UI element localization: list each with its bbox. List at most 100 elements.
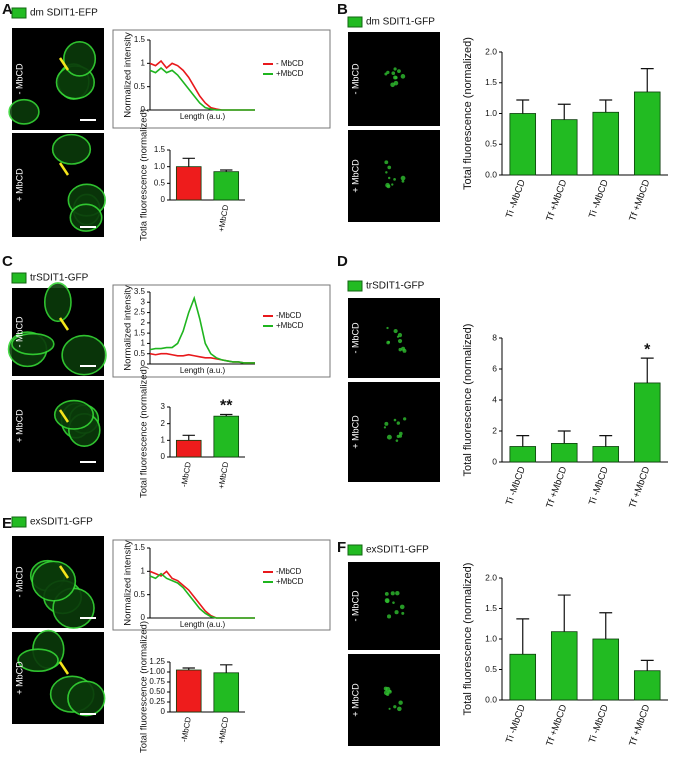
stain-label: dm SDIT1-GFP: [366, 17, 435, 28]
bar: [175, 439, 202, 458]
error-bar: [220, 664, 233, 673]
y-tick-label: 0: [141, 105, 146, 114]
significance: **: [220, 398, 233, 415]
x-tick-label: +MbCD: [217, 461, 231, 490]
speckle: [394, 610, 399, 615]
stain-label: exSDIT1-GFP: [366, 545, 429, 556]
profile-line: [58, 317, 70, 331]
error-bar: [220, 169, 233, 172]
y-tick-label: 1.5: [134, 543, 146, 552]
y-tick-label: 4: [492, 394, 497, 404]
error-bar: [557, 594, 571, 632]
y-axis-label: Normalized intensity: [123, 285, 134, 371]
speckle: [396, 335, 400, 338]
bar: [213, 672, 240, 713]
y-tick-label: 1.5: [154, 145, 166, 154]
speckle: [403, 417, 407, 421]
cell: [17, 648, 59, 673]
error-bar: [640, 659, 654, 671]
y-tick-label: 0.5: [485, 139, 497, 149]
speckle: [385, 171, 388, 174]
bar: [592, 446, 620, 463]
y-tick-label: 1.0: [485, 633, 497, 643]
legend-swatch: [11, 272, 27, 284]
speckle: [395, 439, 399, 442]
speckle: [401, 611, 405, 615]
speckle: [398, 700, 403, 705]
error-bar: [640, 68, 654, 92]
speckle: [385, 692, 390, 696]
speckle: [391, 71, 396, 76]
y-axis-label: Total fluorescence (normalized): [462, 37, 474, 190]
panel-label: F: [337, 539, 346, 556]
legend-swatch: [11, 516, 27, 528]
micrograph: [348, 130, 440, 222]
legend-label: -MbCD: [276, 567, 302, 576]
bar: [550, 119, 578, 176]
y-tick-label: 3: [141, 297, 146, 306]
cell: [62, 40, 97, 77]
profile-line: [58, 57, 70, 71]
y-axis-label: Normalized intensity: [123, 32, 134, 118]
cell: [69, 203, 103, 232]
row-label: - MbCD: [14, 566, 24, 597]
bar: [509, 446, 537, 463]
profile-line: [149, 295, 255, 364]
bar: [213, 415, 240, 458]
cell: [61, 334, 107, 376]
significance: *: [644, 341, 651, 358]
y-tick-label: 0.0: [485, 694, 497, 704]
y-tick-label: 1.5: [134, 328, 146, 337]
error-bar: [640, 357, 654, 383]
y-tick-label: 1: [161, 435, 166, 444]
y-tick-label: 1.5: [485, 77, 497, 87]
speckle: [383, 686, 388, 691]
row-label: + MbCD: [350, 415, 360, 449]
error-bar: [516, 618, 530, 655]
y-tick-label: 0.5: [134, 590, 146, 599]
y-tick-label: 0.75: [149, 677, 165, 686]
stain-label: trSDIT1-GFP: [30, 273, 89, 284]
y-tick-label: 0: [141, 613, 146, 622]
x-tick-label: -MbCD: [180, 716, 193, 743]
speckle: [385, 599, 390, 604]
stain-label: trSDIT1-GFP: [366, 281, 425, 292]
y-tick-label: 1: [141, 339, 146, 348]
row-label: + MbCD: [14, 409, 24, 443]
speckle: [388, 707, 391, 710]
speckle: [395, 590, 400, 596]
speckle: [391, 183, 394, 186]
chart-frame: [112, 284, 331, 378]
chart: 0 2 4 6 8 Total fluorescence (normalized) Ti -…: [462, 324, 668, 510]
x-tick-label: Tf +MbCD: [627, 703, 652, 748]
x-axis-label: Length (a.u.): [180, 112, 226, 121]
y-tick-label: 0.5: [134, 349, 146, 358]
x-tick-label: Ti -MbCD: [587, 178, 611, 220]
y-axis-label: Total fluorescence (normalized): [139, 621, 150, 753]
y-tick-label: 0.5: [154, 178, 166, 187]
panel-label: C: [2, 253, 13, 270]
micrograph: [348, 298, 440, 378]
speckle: [393, 705, 397, 709]
row-label: - MbCD: [14, 316, 24, 347]
y-tick-label: 3.5: [134, 287, 146, 296]
speckle: [393, 67, 397, 71]
y-tick-label: 0: [492, 456, 497, 466]
legend-swatch: [347, 16, 363, 28]
stain-label: dm SDIT1-EFP: [30, 8, 98, 19]
x-tick-label: +MbCD: [217, 716, 231, 745]
micrograph: [348, 562, 440, 650]
y-axis-label: Normalized intensity: [123, 540, 134, 626]
x-tick-label: Ti -MbCD: [504, 703, 528, 745]
row-label: - MbCD: [350, 63, 360, 94]
speckle: [392, 601, 395, 604]
bar: [592, 111, 620, 176]
x-tick-label: Tf +MbCD: [544, 465, 569, 510]
speckle: [389, 690, 392, 693]
row-label: + MbCD: [350, 683, 360, 717]
y-tick-label: 2: [141, 318, 146, 327]
